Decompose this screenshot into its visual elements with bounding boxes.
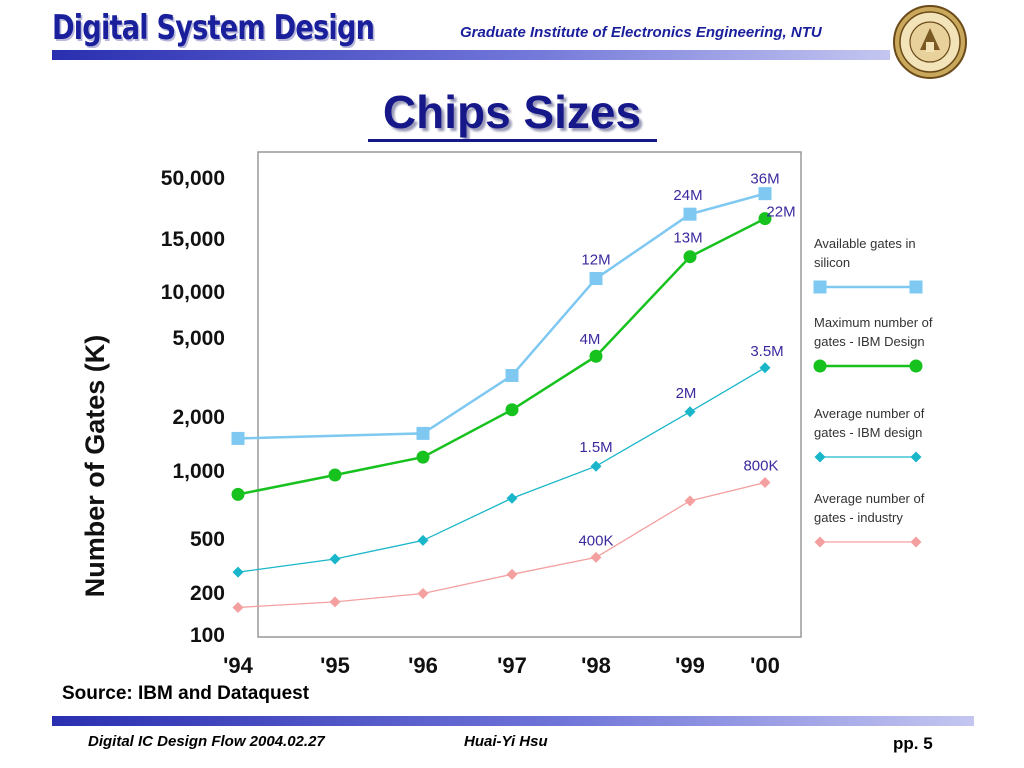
- diamond-marker: [506, 492, 518, 504]
- title-underline: [368, 139, 657, 142]
- y-tick-label: 50,000: [161, 167, 225, 190]
- diamond-marker: [232, 601, 244, 613]
- diamond-marker: [910, 451, 922, 463]
- diamond-marker: [329, 596, 341, 608]
- data-label: 3.5M: [750, 343, 783, 360]
- diamond-marker: [814, 451, 826, 463]
- circle-marker: [231, 487, 245, 501]
- circle-marker: [589, 349, 603, 363]
- diamond-marker: [814, 536, 826, 548]
- x-tick-label: '00: [750, 653, 780, 678]
- square-marker: [416, 426, 430, 440]
- footer-course-info: Digital IC Design Flow 2004.02.27: [88, 733, 325, 750]
- square-marker: [231, 431, 245, 445]
- diamond-marker: [684, 495, 696, 507]
- x-axis-ticks: '94 '95 '96 '97 '98 '99 '00: [223, 653, 780, 678]
- legend-label: gates - IBM Design: [814, 334, 925, 349]
- series-2: 4M 13M 22M: [231, 204, 796, 501]
- y-tick-label: 200: [190, 582, 225, 605]
- x-tick-label: '99: [675, 653, 705, 678]
- chart-legend: Available gates in silicon Maximum number …: [813, 236, 933, 548]
- diamond-marker: [232, 566, 244, 578]
- data-label: 400K: [578, 532, 613, 549]
- legend-label: silicon: [814, 255, 850, 270]
- diamond-marker: [590, 460, 602, 472]
- series-1: 12M 24M 36M: [231, 171, 780, 445]
- diamond-marker: [506, 568, 518, 580]
- diamond-marker: [590, 551, 602, 563]
- series-4: 400K 800K: [232, 458, 779, 613]
- legend-item: Average number of gates - industry: [814, 491, 925, 548]
- data-label: 2M: [676, 385, 697, 402]
- y-tick-label: 15,000: [161, 228, 225, 251]
- circle-marker: [505, 403, 519, 417]
- legend-label: Available gates in: [814, 236, 916, 251]
- series-line: [237, 192, 766, 440]
- x-tick-label: '97: [497, 653, 527, 678]
- data-label: 4M: [580, 331, 601, 348]
- data-label: 36M: [750, 171, 779, 188]
- circle-marker: [416, 450, 430, 464]
- y-tick-label: 500: [190, 528, 225, 551]
- institute-name: Graduate Institute of Electronics Engine…: [460, 24, 822, 41]
- y-tick-label: 10,000: [161, 281, 225, 304]
- footer-divider-bar: [52, 716, 974, 726]
- university-seal-icon: [893, 5, 967, 79]
- square-marker: [758, 187, 772, 201]
- diamond-marker: [417, 588, 429, 600]
- circle-marker: [683, 250, 697, 264]
- circle-marker: [909, 359, 923, 373]
- diamond-marker: [684, 406, 696, 418]
- legend-label: Average number of: [814, 406, 925, 421]
- diamond-marker: [417, 534, 429, 546]
- page-number: pp. 5: [893, 734, 933, 753]
- data-label: 13M: [673, 230, 702, 247]
- square-marker: [505, 368, 519, 382]
- series-3: 1.5M 2M 3.5M: [232, 343, 784, 578]
- circle-marker: [328, 468, 342, 482]
- y-tick-label: 100: [190, 624, 225, 647]
- data-label: 24M: [673, 187, 702, 204]
- data-label: 22M: [766, 204, 795, 221]
- y-axis-ticks: 100 200 500 1,000 2,000 5,000 10,000 15,000 50,0…: [161, 167, 225, 647]
- y-axis-label: Number of Gates (K): [80, 335, 110, 598]
- square-marker: [813, 280, 827, 294]
- footer-author: Huai-Yi Hsu: [464, 733, 548, 750]
- legend-label: Maximum number of: [814, 315, 933, 330]
- legend-label: gates - IBM design: [814, 425, 922, 440]
- legend-label: gates - industry: [814, 510, 903, 525]
- square-marker: [683, 207, 697, 221]
- square-marker: [909, 280, 923, 294]
- y-tick-label: 5,000: [172, 327, 225, 350]
- data-label: 800K: [743, 458, 778, 475]
- legend-label: Average number of: [814, 491, 925, 506]
- diamond-marker: [910, 536, 922, 548]
- circle-marker: [813, 359, 827, 373]
- x-tick-label: '95: [320, 653, 350, 678]
- series-layer: 12M 24M 36M 4M 13M 22M 1.5M 2M 3.5M 400K 800K: [231, 171, 796, 613]
- slide-title: Chips Sizes: [382, 86, 642, 138]
- legend-item: Average number of gates - IBM design: [814, 406, 925, 463]
- x-tick-label: '94: [223, 653, 253, 678]
- y-tick-label: 1,000: [172, 460, 225, 483]
- x-tick-label: '98: [581, 653, 611, 678]
- data-label: 1.5M: [579, 439, 612, 456]
- y-tick-label: 2,000: [172, 406, 225, 429]
- diamond-marker: [329, 553, 341, 565]
- diamond-marker: [759, 362, 771, 374]
- circle-marker: [758, 212, 772, 226]
- square-marker: [589, 272, 603, 286]
- header-divider-bar: [52, 50, 890, 60]
- data-label: 12M: [581, 252, 610, 269]
- legend-item: Available gates in silicon: [813, 236, 923, 294]
- x-tick-label: '96: [408, 653, 438, 678]
- source-note: Source: IBM and Dataquest: [62, 683, 310, 704]
- diamond-marker: [759, 477, 771, 489]
- course-logo-text: Digital System Design: [52, 8, 375, 48]
- legend-item: Maximum number of gates - IBM Design: [813, 315, 933, 373]
